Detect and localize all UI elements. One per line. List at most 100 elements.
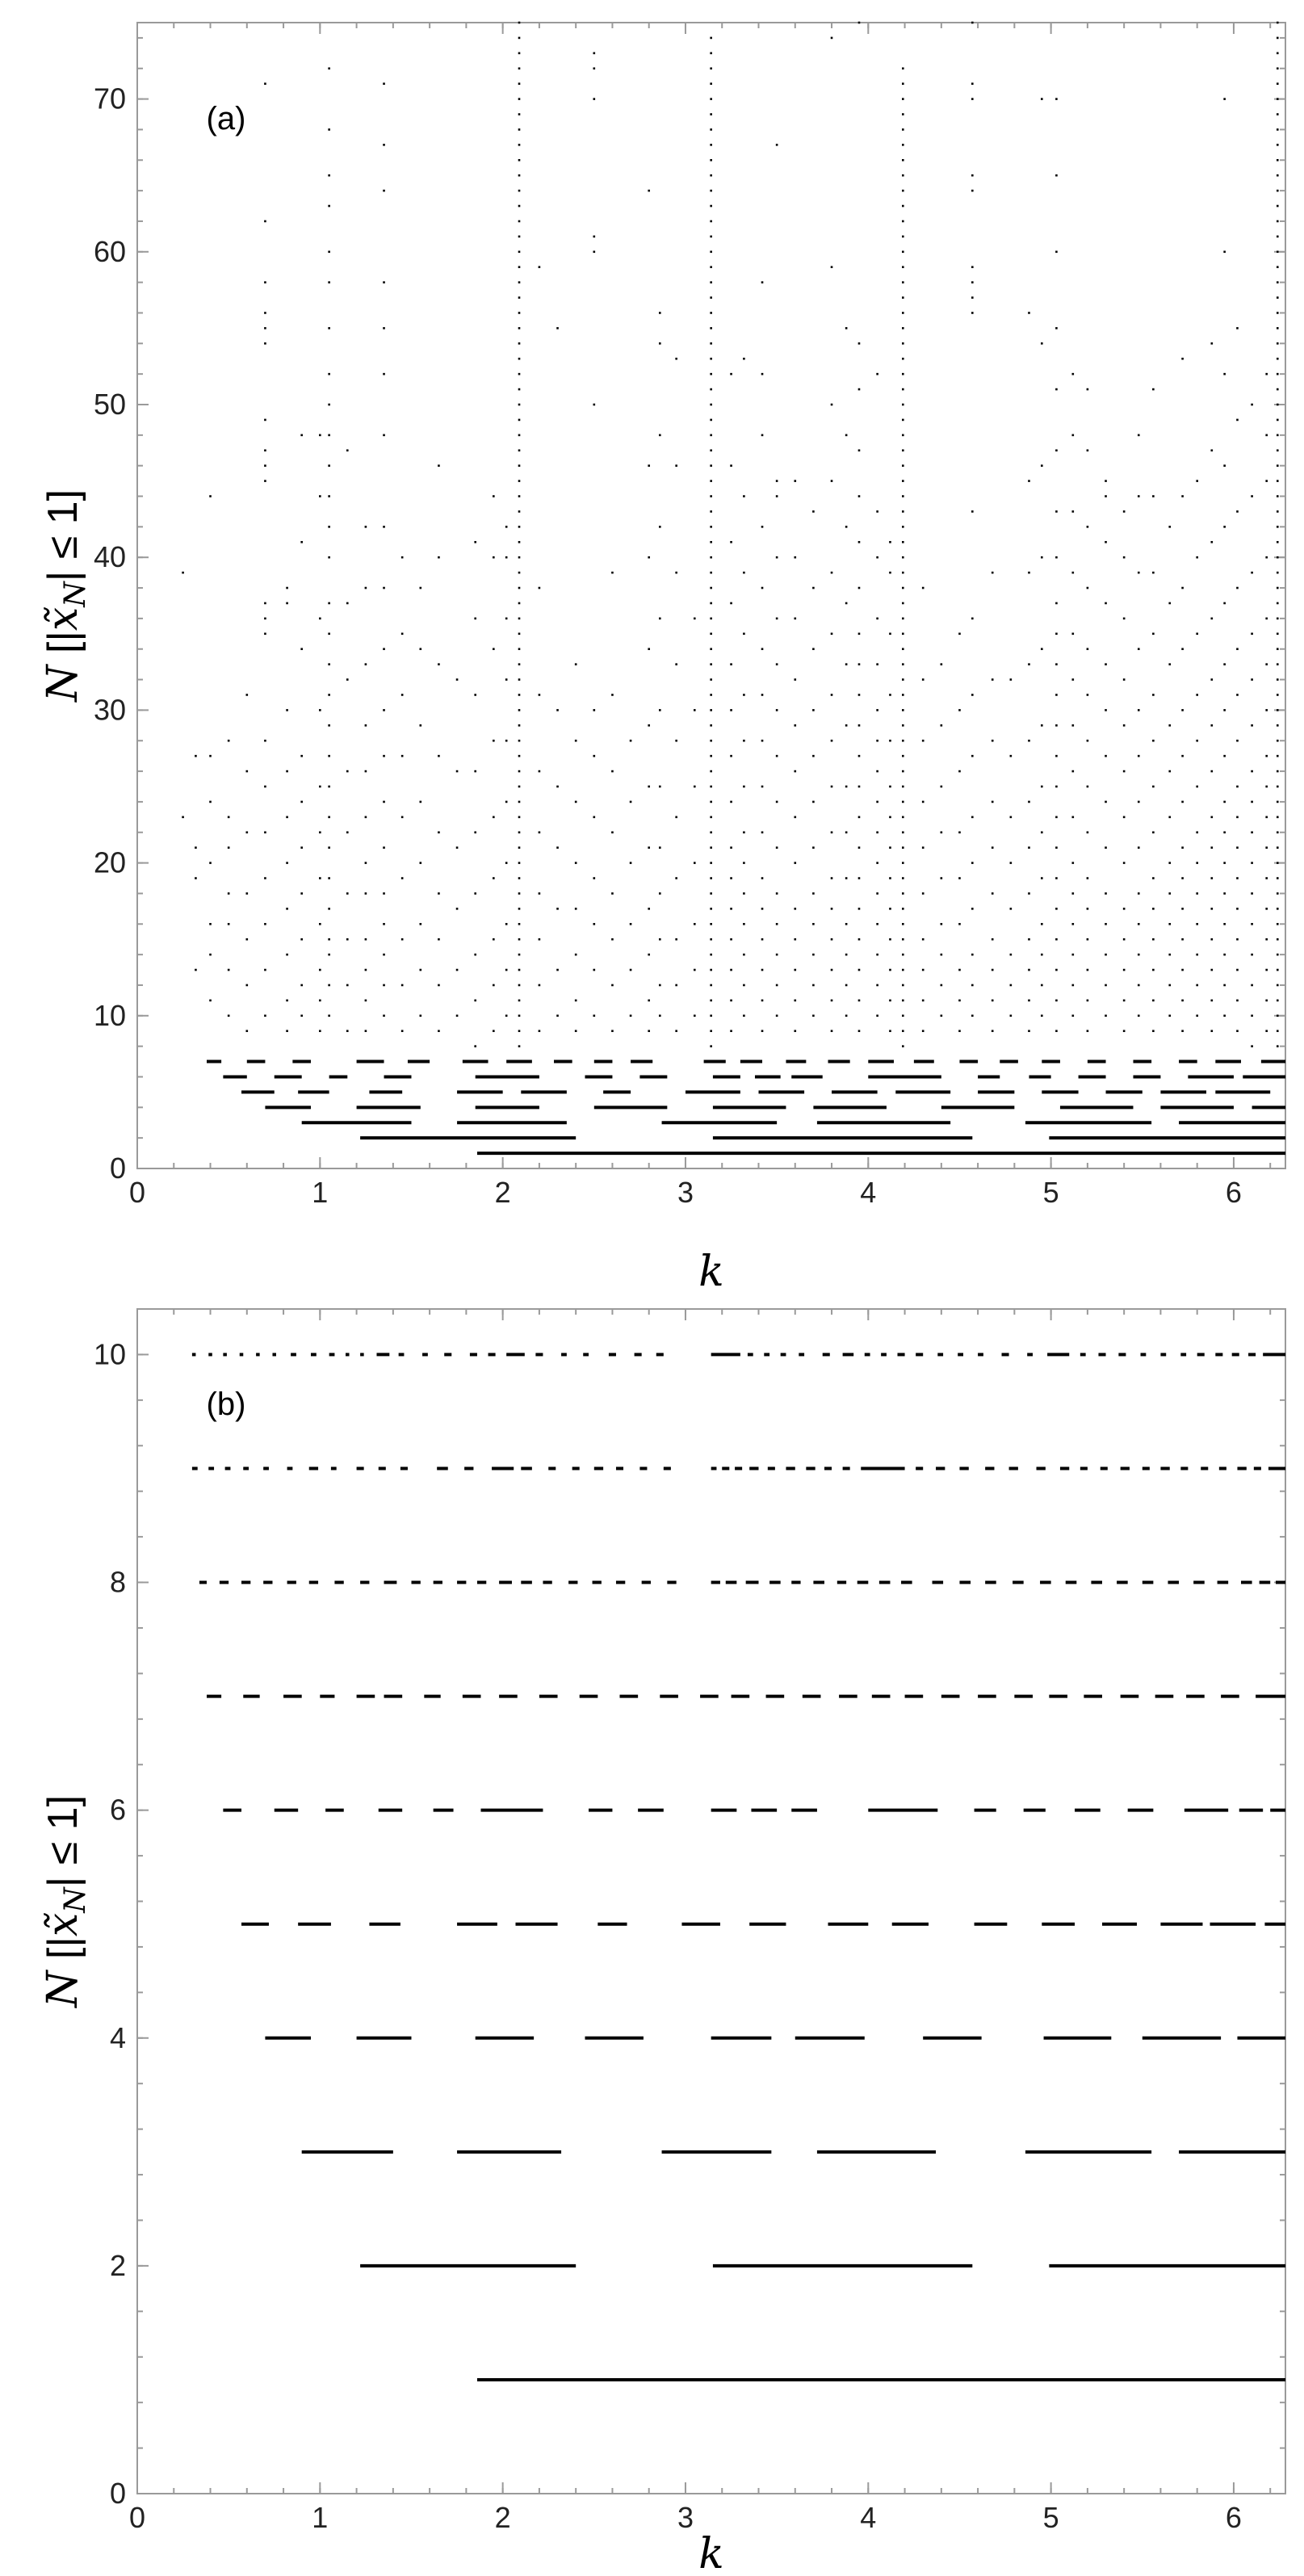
data-point <box>1028 480 1030 482</box>
data-point <box>419 724 422 727</box>
data-point <box>400 877 404 879</box>
data-point <box>182 816 184 819</box>
data-point <box>629 1014 632 1017</box>
data-point <box>730 999 732 1002</box>
data-point <box>383 800 385 803</box>
data-point <box>1276 556 1279 559</box>
data-point <box>438 663 440 665</box>
data-point <box>812 586 815 589</box>
data-point <box>902 831 904 834</box>
data-point <box>364 816 367 819</box>
data-point <box>518 754 521 757</box>
data-point <box>971 510 974 513</box>
data-point <box>902 678 904 681</box>
data-point <box>264 739 266 742</box>
data-point <box>538 831 541 834</box>
data-point <box>743 571 745 574</box>
data-point <box>902 372 904 375</box>
data-point <box>812 800 815 803</box>
data-point <box>474 892 477 895</box>
data-point <box>518 816 521 819</box>
data-point <box>346 984 349 987</box>
data-point <box>1276 21 1279 24</box>
data-point <box>574 908 577 910</box>
data-point <box>400 632 404 636</box>
data-point <box>400 694 404 696</box>
data-point <box>1086 908 1089 910</box>
data-point <box>383 281 385 283</box>
data-point <box>710 602 712 605</box>
data-point <box>857 999 861 1002</box>
data-point <box>902 128 904 131</box>
data-point <box>1223 663 1226 665</box>
data-point <box>1071 724 1075 727</box>
data-point <box>383 189 385 192</box>
data-point <box>710 846 712 849</box>
data-point <box>364 968 367 971</box>
data-point <box>971 617 974 620</box>
data-point <box>286 999 288 1002</box>
data-point <box>328 754 330 757</box>
data-point <box>675 938 677 941</box>
data-point <box>505 617 508 620</box>
y-tick-label: 50 <box>94 388 126 421</box>
data-point <box>518 113 521 115</box>
data-point <box>518 984 521 987</box>
data-point <box>1086 785 1089 788</box>
data-point <box>1265 754 1268 757</box>
data-point <box>857 1030 861 1033</box>
data-point <box>518 648 521 651</box>
data-point <box>794 770 797 773</box>
data-point <box>419 968 422 971</box>
data-point <box>1210 846 1214 849</box>
data-point <box>1251 862 1253 864</box>
data-point <box>710 510 712 513</box>
data-point <box>1276 312 1279 314</box>
data-point <box>518 67 521 70</box>
data-point <box>1276 1030 1279 1033</box>
data-point <box>328 602 330 605</box>
data-point <box>857 540 861 543</box>
data-point <box>921 800 925 803</box>
x-axis-label: k <box>698 2530 724 2576</box>
data-point <box>710 556 712 559</box>
data-point <box>611 770 614 773</box>
data-point <box>812 1014 815 1017</box>
data-point <box>518 1030 521 1033</box>
data-point <box>505 556 508 559</box>
data-point <box>364 862 367 864</box>
data-point <box>1055 174 1058 177</box>
data-point <box>675 984 677 987</box>
data-point <box>518 556 521 559</box>
data-point <box>474 617 477 620</box>
data-point <box>383 372 385 375</box>
data-point <box>1152 694 1155 696</box>
data-point <box>574 739 577 742</box>
data-point <box>1105 922 1107 925</box>
data-point <box>1009 678 1013 681</box>
data-point <box>675 739 677 742</box>
data-point <box>300 754 303 757</box>
data-point <box>857 663 861 665</box>
data-point <box>1137 434 1140 437</box>
data-point <box>611 892 614 895</box>
data-point <box>710 632 712 636</box>
data-point <box>902 908 904 910</box>
data-point <box>710 464 712 467</box>
data-point <box>611 831 614 834</box>
data-point <box>730 663 732 665</box>
data-point <box>383 327 385 329</box>
data-point <box>743 922 745 925</box>
data-point <box>902 938 904 941</box>
data-point <box>902 235 904 238</box>
data-point <box>889 785 891 788</box>
data-point <box>1196 694 1198 696</box>
data-point <box>1251 922 1253 925</box>
data-point <box>1251 984 1253 987</box>
data-point <box>971 862 974 864</box>
data-point <box>518 449 521 452</box>
data-point <box>1028 938 1030 941</box>
data-point <box>195 846 197 849</box>
data-point <box>693 1014 696 1017</box>
data-point <box>1152 495 1155 497</box>
